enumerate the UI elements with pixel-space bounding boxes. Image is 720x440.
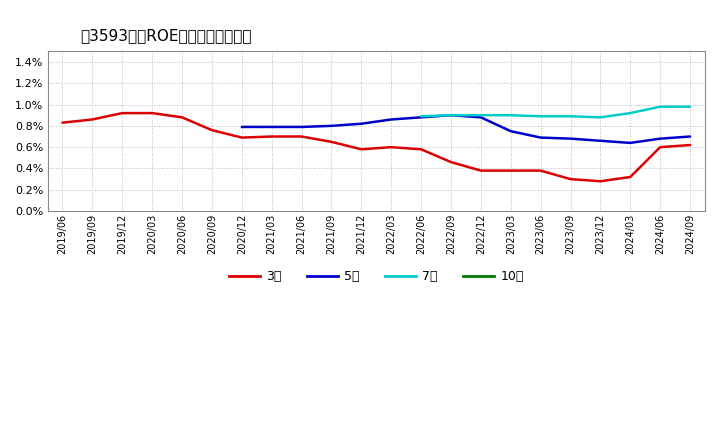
Text: ［3593］　ROEの標準偏差の推移: ［3593］ ROEの標準偏差の推移 <box>81 28 252 43</box>
Legend: 3年, 5年, 7年, 10年: 3年, 5年, 7年, 10年 <box>224 265 528 288</box>
